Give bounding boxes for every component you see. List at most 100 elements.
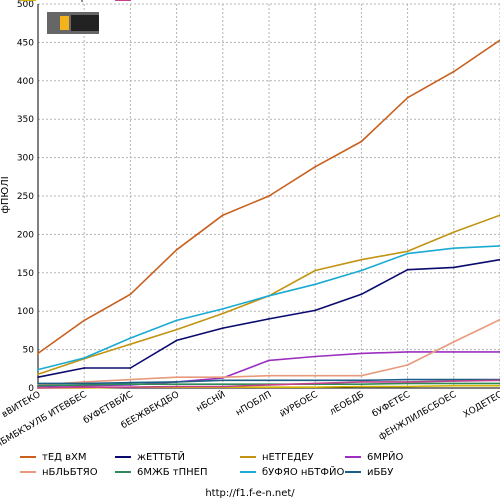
y-tick-label: 50: [23, 346, 35, 356]
x-tick-label: бУФЕТЕС: [371, 390, 412, 420]
series-5-point: [268, 374, 270, 377]
series-7-point: [221, 307, 224, 310]
series-3-point: [314, 269, 317, 272]
series-7-point: [360, 269, 363, 272]
series-5-point: [175, 376, 178, 379]
x-tick-label: нПОБЛП: [234, 390, 273, 418]
series-10-point: [452, 380, 455, 382]
footer-url: http://f1.f-e-n.net/: [205, 488, 295, 499]
x-tick-label: ХОДЕТЕС: [462, 390, 500, 420]
series-8-point: [452, 378, 455, 381]
series-3-point: [406, 250, 409, 253]
logo-accent: [60, 16, 69, 30]
legend-entry: бУФЯО нБТФЙО: [262, 465, 344, 478]
y-axis-label: фПЮЛІ: [0, 176, 11, 213]
y-tick-label: 350: [17, 115, 34, 125]
series-10-point: [175, 385, 178, 388]
x-tick-label: нБМБКЪУЛБ ИТЕВБЕС: [0, 390, 89, 450]
series-9-point: [268, 386, 270, 389]
series-5-point: [221, 376, 224, 379]
series-3-point: [221, 312, 224, 315]
series-10-point: [221, 385, 224, 388]
series-2-point: [406, 268, 409, 271]
series-9-point: [406, 385, 409, 388]
series-6-point: [221, 383, 224, 386]
series-6-point: [37, 384, 39, 387]
legend-entry: жЕТТБТЙ: [137, 450, 185, 463]
series-2-point: [221, 327, 224, 329]
series-8-point: [175, 380, 178, 383]
legend-entry: 6МЖБ фБХТЙ: [42, 0, 114, 3]
series-3-point: [360, 258, 363, 261]
y-tick-label: 500: [17, 0, 34, 10]
y-tick-label: 300: [17, 154, 34, 164]
y-tick-label: 150: [17, 269, 34, 279]
x-tick-label: вВИТЕКО: [0, 390, 42, 420]
series-6-point: [360, 383, 363, 386]
series-8-point: [314, 379, 317, 382]
legend-entry: хЙМСНУ: [137, 0, 180, 3]
series-8-point: [406, 378, 409, 381]
series-3-point: [452, 231, 455, 233]
series-2-point: [175, 339, 178, 342]
series-7-point: [83, 357, 86, 359]
series-9-point: [452, 384, 455, 387]
series-10-point: [268, 384, 270, 386]
series-3-point: [175, 328, 178, 331]
series-7-point: [268, 294, 270, 297]
series-8-point: [268, 379, 270, 382]
series-4-point: [452, 351, 455, 353]
x-tick-label: йУРБОЕС: [278, 390, 319, 420]
logo-dark-panel: [71, 15, 99, 31]
x-tick-label: лЕОБДБ: [328, 390, 366, 418]
series-2-point: [129, 367, 132, 369]
series-1-point: [37, 352, 39, 355]
series-1-point: [360, 140, 363, 143]
series-8-point: [221, 379, 224, 382]
series-7-point: [314, 283, 317, 286]
series-2-point: [37, 376, 39, 379]
series-2-point: [314, 309, 317, 312]
series-6-point: [406, 382, 409, 385]
x-tick-label: фЕНЖЛИЛБСБОЕС: [377, 390, 458, 443]
series-5-point: [314, 374, 317, 377]
series-8-point: [37, 382, 39, 385]
series-9-point: [360, 385, 363, 388]
series-1-point: [221, 214, 224, 217]
legend: тЕД вХМ жЕТТБТЙ нЕТГЕДЕУ 6МРЙО нБЛЬБТЯО 6МЖБ …: [20, 0, 404, 478]
series-7-point: [406, 252, 409, 255]
legend-entry: иББУ: [367, 467, 393, 478]
series-5-point: [129, 378, 132, 381]
y-axis-ticks: 0 50 100 150 200 250 300 350 400 450 500: [17, 0, 34, 394]
series-2-point: [452, 266, 455, 269]
series-2-point: [360, 293, 363, 296]
series-6-point: [175, 383, 178, 386]
series-4-point: [360, 352, 363, 355]
series-4-point: [314, 355, 317, 358]
f1fen-logo: [47, 12, 99, 34]
series-8-point: [129, 381, 132, 384]
series-7-point: [37, 368, 39, 371]
series-5-point: [360, 374, 363, 377]
series-1-point: [129, 293, 132, 296]
series-line-3: [37, 214, 500, 375]
y-tick-label: 450: [17, 38, 34, 48]
series-2-point: [83, 367, 86, 369]
legend-entry: 6МЖБ тПНЕП: [137, 467, 208, 478]
series-10-point: [83, 386, 86, 389]
y-tick-label: 200: [17, 230, 34, 240]
y-tick-label: 250: [17, 192, 34, 202]
series-1-point: [83, 319, 86, 322]
series-4-point: [268, 359, 270, 362]
series-1-point: [406, 96, 409, 99]
series-10-point: [37, 387, 39, 389]
series-5-point: [452, 341, 455, 343]
legend-entry: нЕТГЕДЕУ: [262, 452, 314, 463]
series-10-point: [314, 382, 317, 385]
series-6-point: [129, 383, 132, 386]
series-5-point: [406, 364, 409, 366]
series-1-point: [314, 165, 317, 168]
y-tick-label: 100: [17, 307, 34, 317]
